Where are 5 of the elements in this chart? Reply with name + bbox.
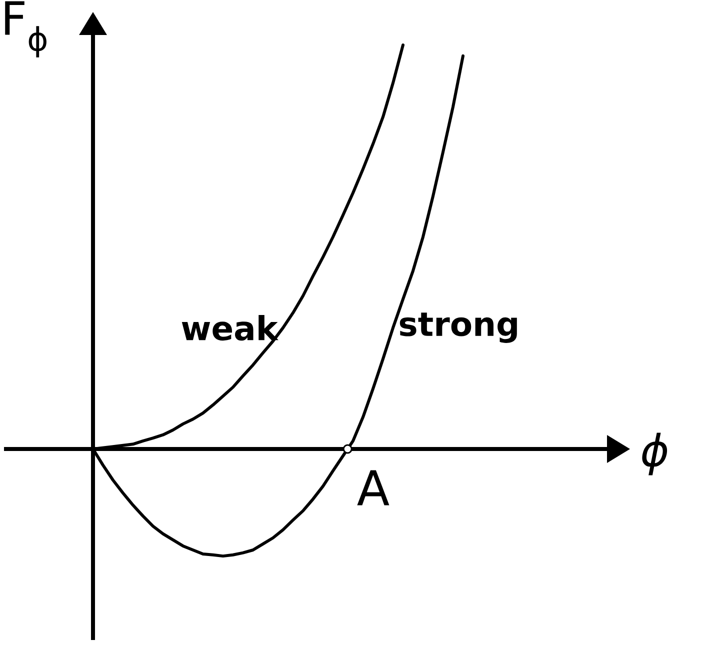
series-label: weak xyxy=(182,315,278,341)
y-axis-title: F$_{ϕ}$ xyxy=(5,1,46,58)
annotation: A xyxy=(357,470,390,506)
series-label: strong xyxy=(400,312,517,343)
x-axis-title: ϕ xyxy=(642,432,668,476)
